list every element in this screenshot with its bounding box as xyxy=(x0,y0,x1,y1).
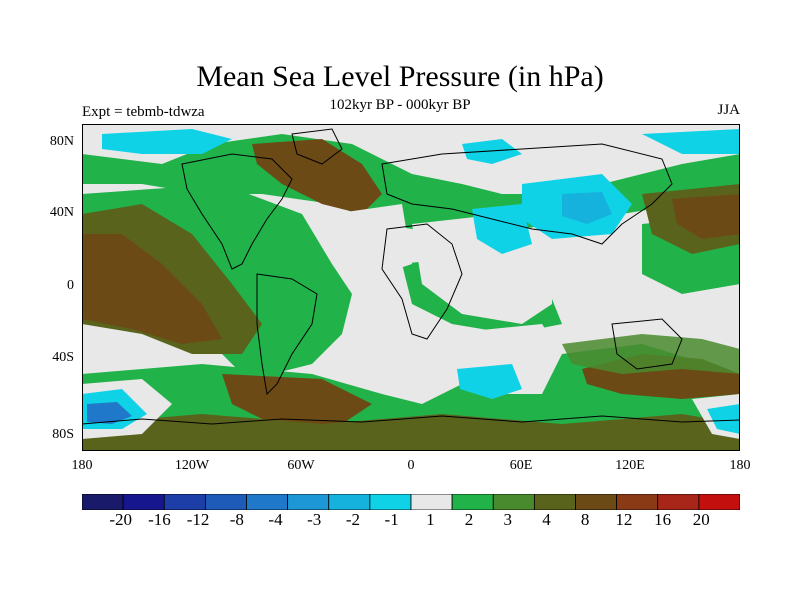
legend-swatch xyxy=(410,494,453,510)
legend-label: -3 xyxy=(307,510,322,529)
coast-africa xyxy=(381,223,463,340)
field-brown-pacific xyxy=(82,234,222,344)
lat-label-0: 0 xyxy=(67,278,74,293)
legend-label: -20 xyxy=(109,510,133,529)
legend-label: 16 xyxy=(654,510,672,529)
coast-greenland xyxy=(291,128,343,165)
field-neutral-atlantic xyxy=(332,204,412,274)
legend-swatch xyxy=(657,494,700,510)
legend-swatch xyxy=(82,494,124,510)
lat-label-40s: 40S xyxy=(52,350,74,365)
season-label: JJA xyxy=(717,102,740,118)
coast-antarctica xyxy=(82,415,740,425)
lat-label-80n: 80N xyxy=(49,134,74,149)
legend-label: -2 xyxy=(345,510,361,529)
legend-label: 1 xyxy=(426,510,435,529)
legend-label: 20 xyxy=(692,510,710,529)
lon-label-60w: 60W xyxy=(287,458,315,473)
legend-swatch xyxy=(328,494,371,510)
field-blue-southwest xyxy=(87,402,132,424)
field-olive-southeast xyxy=(562,334,740,374)
legend-swatch xyxy=(287,494,330,510)
field-cyan-north xyxy=(462,139,522,164)
legend-swatch xyxy=(575,494,618,510)
field-olive-antarctic xyxy=(82,414,740,451)
legend-label: 2 xyxy=(464,510,474,529)
pressure-map xyxy=(82,124,740,451)
legend-label: 4 xyxy=(542,510,551,529)
coast-australia xyxy=(611,318,683,370)
legend-label: -4 xyxy=(268,510,283,529)
lon-label-60e: 60E xyxy=(509,458,533,473)
map-frame xyxy=(82,124,740,451)
legend-swatch xyxy=(698,494,740,510)
lon-label-0: 0 xyxy=(407,458,415,473)
field-cyan-southeast xyxy=(707,404,740,434)
legend-swatch xyxy=(616,494,659,510)
legend-label: 8 xyxy=(580,510,590,529)
lon-label-120w: 120W xyxy=(174,458,210,473)
legend-swatch xyxy=(451,494,494,510)
lon-label-180w: 180 xyxy=(71,458,93,473)
legend-label: -1 xyxy=(384,510,399,529)
field-brown-eastpac xyxy=(672,194,740,239)
field-cyan-mideast xyxy=(472,204,532,254)
lon-label-180e: 180 xyxy=(729,458,751,473)
legend-colorbar xyxy=(82,494,740,510)
coast-south-america xyxy=(256,273,318,396)
legend-label: 3 xyxy=(503,510,513,529)
field-cyan-southindian xyxy=(457,364,522,399)
legend-swatch xyxy=(246,494,289,510)
field-blue-asia xyxy=(562,192,612,224)
field-cyan-east-north xyxy=(642,129,740,154)
lon-label-120e: 120E xyxy=(615,458,645,473)
lat-label-80s: 80S xyxy=(52,427,74,442)
chart-subtitle: 102kyr BP - 000kyr BP xyxy=(329,97,471,113)
legend-label: -8 xyxy=(229,510,244,529)
legend-swatch xyxy=(492,494,535,510)
legend-label: -12 xyxy=(186,510,210,529)
field-brown-southpac xyxy=(222,374,372,424)
experiment-label: Expt = tebmb-tdwza xyxy=(82,104,205,120)
legend-label: -16 xyxy=(148,510,171,529)
legend-swatch xyxy=(533,494,576,510)
coast-eurasia xyxy=(381,143,673,245)
legend-swatch xyxy=(122,494,165,510)
field-brown-atlantic xyxy=(252,139,382,214)
legend-swatch xyxy=(204,494,247,510)
lat-label-40n: 40N xyxy=(49,205,74,220)
chart-title: Mean Sea Level Pressure (in hPa) xyxy=(196,60,604,93)
legend-label: 12 xyxy=(615,510,633,529)
legend-swatch xyxy=(163,494,206,510)
legend-swatch xyxy=(369,494,412,510)
field-cyan-arctic xyxy=(102,129,232,154)
coast-north-america xyxy=(181,153,293,270)
